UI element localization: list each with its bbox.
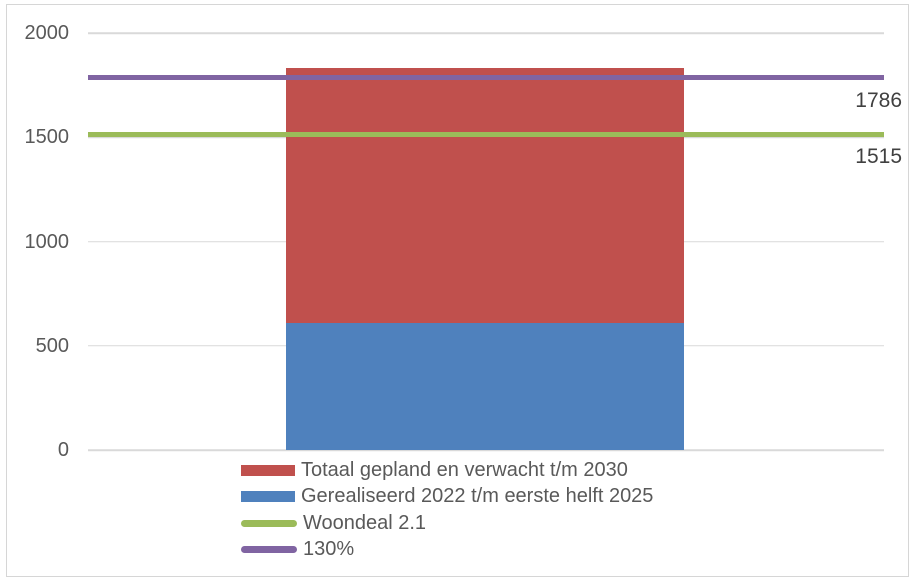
ref-line-woondeal-2-1 <box>88 131 884 137</box>
ref-line-value-label: 1786 <box>855 88 902 112</box>
plot-area <box>88 32 884 451</box>
legend-item-label: Gerealiseerd 2022 t/m eerste helft 2025 <box>301 485 654 508</box>
gridline-y2000 <box>88 32 884 34</box>
legend-item: Totaal gepland en verwacht t/m 2030 <box>241 457 653 484</box>
legend-swatch-icon <box>241 519 297 527</box>
bar-segment-gerealiseerd <box>286 322 685 450</box>
y-tick-label: 500 <box>35 334 69 357</box>
legend-swatch-icon <box>241 491 295 503</box>
ref-line-value-label: 1515 <box>855 145 902 169</box>
legend-item-label: 130% <box>303 538 355 561</box>
gridline-y0 <box>88 449 884 451</box>
y-tick-label: 1000 <box>24 230 70 253</box>
y-tick-label: 2000 <box>24 22 70 44</box>
stacked-bar <box>286 33 685 450</box>
legend-swatch-icon <box>241 464 295 476</box>
legend-item-label: Woondeal 2.1 <box>303 511 427 534</box>
legend-swatch-icon <box>241 546 297 554</box>
bar-segment-totaal <box>286 68 685 323</box>
y-tick-label: 0 <box>57 439 69 461</box>
legend: Totaal gepland en verwacht t/m 2030 Gerea… <box>241 457 653 563</box>
ref-line-130- <box>88 75 884 81</box>
legend-item: Woondeal 2.1 <box>241 510 653 537</box>
legend-item: 130% <box>241 537 653 564</box>
legend-item: Gerealiseerd 2022 t/m eerste helft 2025 <box>241 484 653 511</box>
y-tick-label: 1500 <box>24 126 70 149</box>
legend-item-label: Totaal gepland en verwacht t/m 2030 <box>301 458 628 481</box>
chart-frame: Totaal gepland en verwacht t/m 2030 Gerea… <box>6 4 909 577</box>
